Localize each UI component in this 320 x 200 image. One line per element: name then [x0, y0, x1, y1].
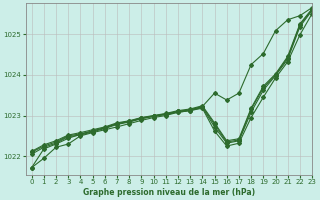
X-axis label: Graphe pression niveau de la mer (hPa): Graphe pression niveau de la mer (hPa): [83, 188, 255, 197]
